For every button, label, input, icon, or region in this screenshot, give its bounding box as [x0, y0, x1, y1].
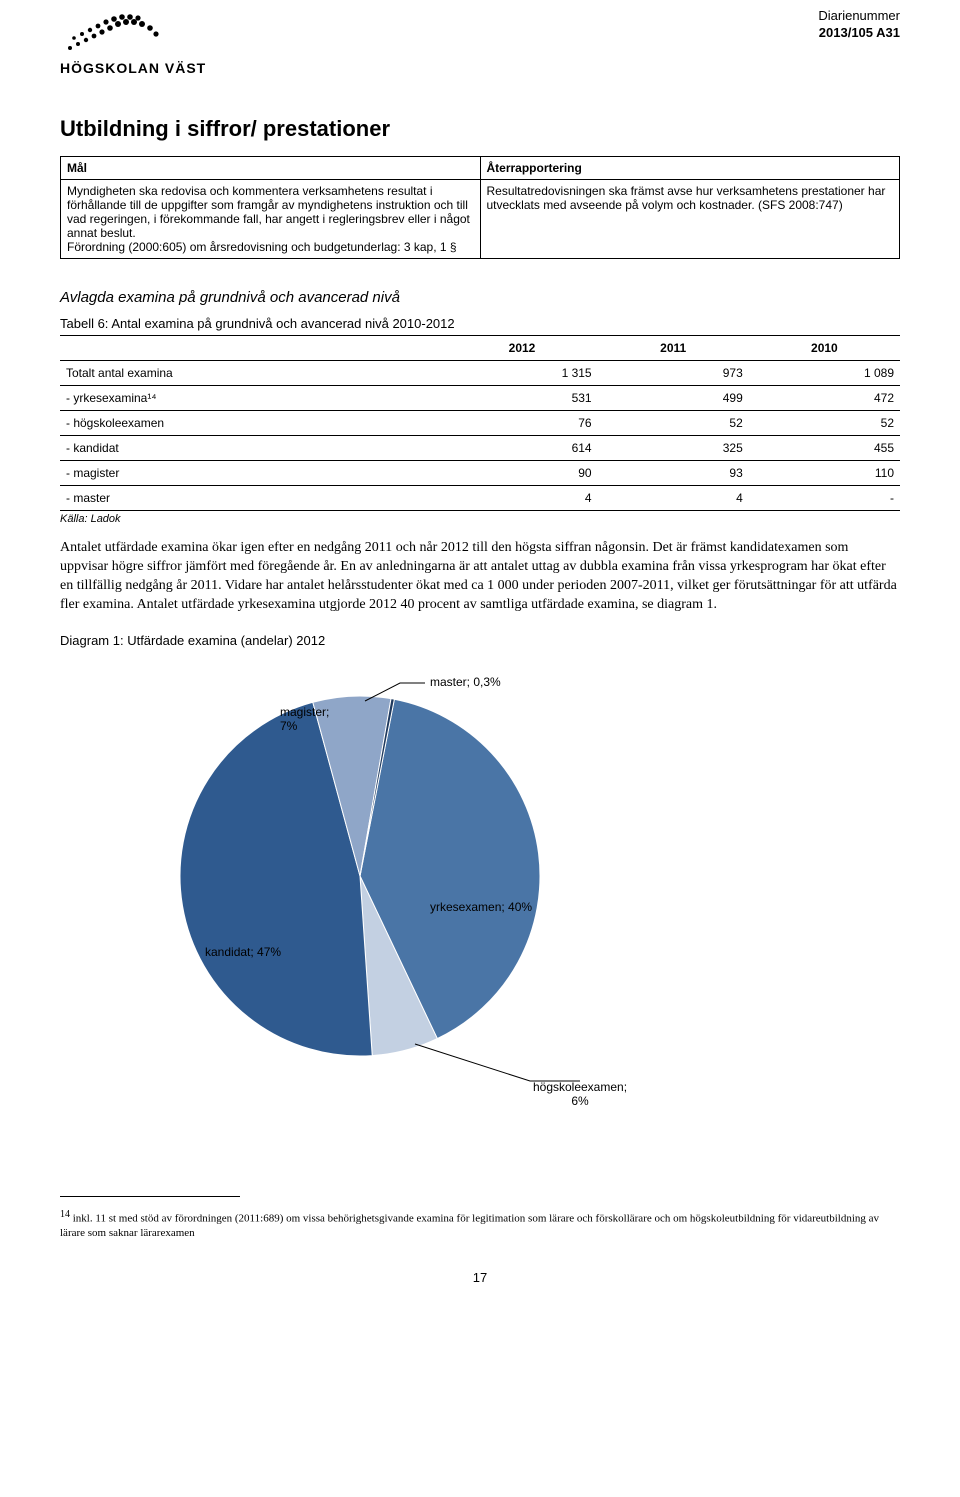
logo: HÖGSKOLAN VÄST	[60, 8, 206, 76]
footnote-rule	[60, 1196, 240, 1197]
table6-cell: 1 089	[749, 361, 900, 386]
table6-cell: 52	[749, 411, 900, 436]
footnote-text: inkl. 11 st med stöd av förordningen (20…	[60, 1212, 879, 1238]
table6-row-label: - yrkesexamina¹⁴	[60, 386, 446, 411]
mal-table: Mål Återrapportering Myndigheten ska red…	[60, 156, 900, 259]
table6: 201220112010 Totalt antal examina1 315973…	[60, 335, 900, 511]
footnote: 14 inkl. 11 st med stöd av förordningen …	[60, 1208, 900, 1240]
diarie-label: Diarienummer	[818, 8, 900, 25]
table6-cell: 614	[446, 436, 597, 461]
pie-label: högskoleexamen;	[533, 1080, 627, 1094]
table6-cell: 76	[446, 411, 597, 436]
page-header: HÖGSKOLAN VÄST Diarienummer 2013/105 A31	[60, 8, 900, 76]
pie-label: yrkesexamen; 40%	[430, 900, 532, 914]
table6-head-year: 2011	[598, 336, 749, 361]
table6-cell: 325	[598, 436, 749, 461]
table6-cell: 455	[749, 436, 900, 461]
page: HÖGSKOLAN VÄST Diarienummer 2013/105 A31…	[0, 0, 960, 1325]
mal-body-left: Myndigheten ska redovisa och kommentera …	[61, 180, 481, 259]
table6-cell: 93	[598, 461, 749, 486]
table6-head-blank	[60, 336, 446, 361]
table6-row-label: - högskoleexamen	[60, 411, 446, 436]
diagram1-caption: Diagram 1: Utfärdade examina (andelar) 2…	[60, 633, 900, 648]
table6-cell: -	[749, 486, 900, 511]
table6-cell: 1 315	[446, 361, 597, 386]
table6-cell: 4	[446, 486, 597, 511]
footnote-number: 14	[60, 1209, 70, 1220]
mal-head-right: Återrapportering	[480, 157, 900, 180]
table6-source: Källa: Ladok	[60, 513, 900, 525]
pie-label: 6%	[571, 1094, 589, 1108]
subheading-avlagda: Avlagda examina på grundnivå och avancer…	[60, 289, 900, 306]
page-number: 17	[60, 1270, 900, 1285]
mal-body-right: Resultatredovisningen ska främst avse hu…	[480, 180, 900, 259]
table6-cell: 52	[598, 411, 749, 436]
pie-chart-svg: yrkesexamen; 40% högskoleexamen;6% kandida…	[60, 656, 760, 1116]
diarie-number: 2013/105 A31	[818, 25, 900, 42]
mal-head-left: Mål	[61, 157, 481, 180]
pie-label: master; 0,3%	[430, 675, 501, 689]
diagram1: yrkesexamen; 40% högskoleexamen;6% kandida…	[60, 656, 900, 1116]
logo-text: HÖGSKOLAN VÄST	[60, 60, 206, 76]
section-title: Utbildning i siffror/ prestationer	[60, 116, 900, 142]
table6-cell: 499	[598, 386, 749, 411]
table6-cell: 531	[446, 386, 597, 411]
table6-cell: 472	[749, 386, 900, 411]
table6-row-label: - master	[60, 486, 446, 511]
table6-row-label: - magister	[60, 461, 446, 486]
pie-label: 7%	[280, 719, 298, 733]
table6-row-label: - kandidat	[60, 436, 446, 461]
table6-cell: 110	[749, 461, 900, 486]
table6-cell: 90	[446, 461, 597, 486]
diarienummer: Diarienummer 2013/105 A31	[818, 8, 900, 42]
table6-cell: 4	[598, 486, 749, 511]
table6-row-label: Totalt antal examina	[60, 361, 446, 386]
pie-leader-line	[415, 1044, 580, 1081]
logo-mark-icon	[60, 8, 180, 58]
table6-head-year: 2010	[749, 336, 900, 361]
table6-cell: 973	[598, 361, 749, 386]
table6-head-year: 2012	[446, 336, 597, 361]
pie-label: kandidat; 47%	[205, 945, 281, 959]
body-paragraph: Antalet utfärdade examina ökar igen efte…	[60, 539, 900, 615]
pie-label: magister;	[280, 705, 329, 719]
table6-caption: Tabell 6: Antal examina på grundnivå och…	[60, 316, 900, 331]
